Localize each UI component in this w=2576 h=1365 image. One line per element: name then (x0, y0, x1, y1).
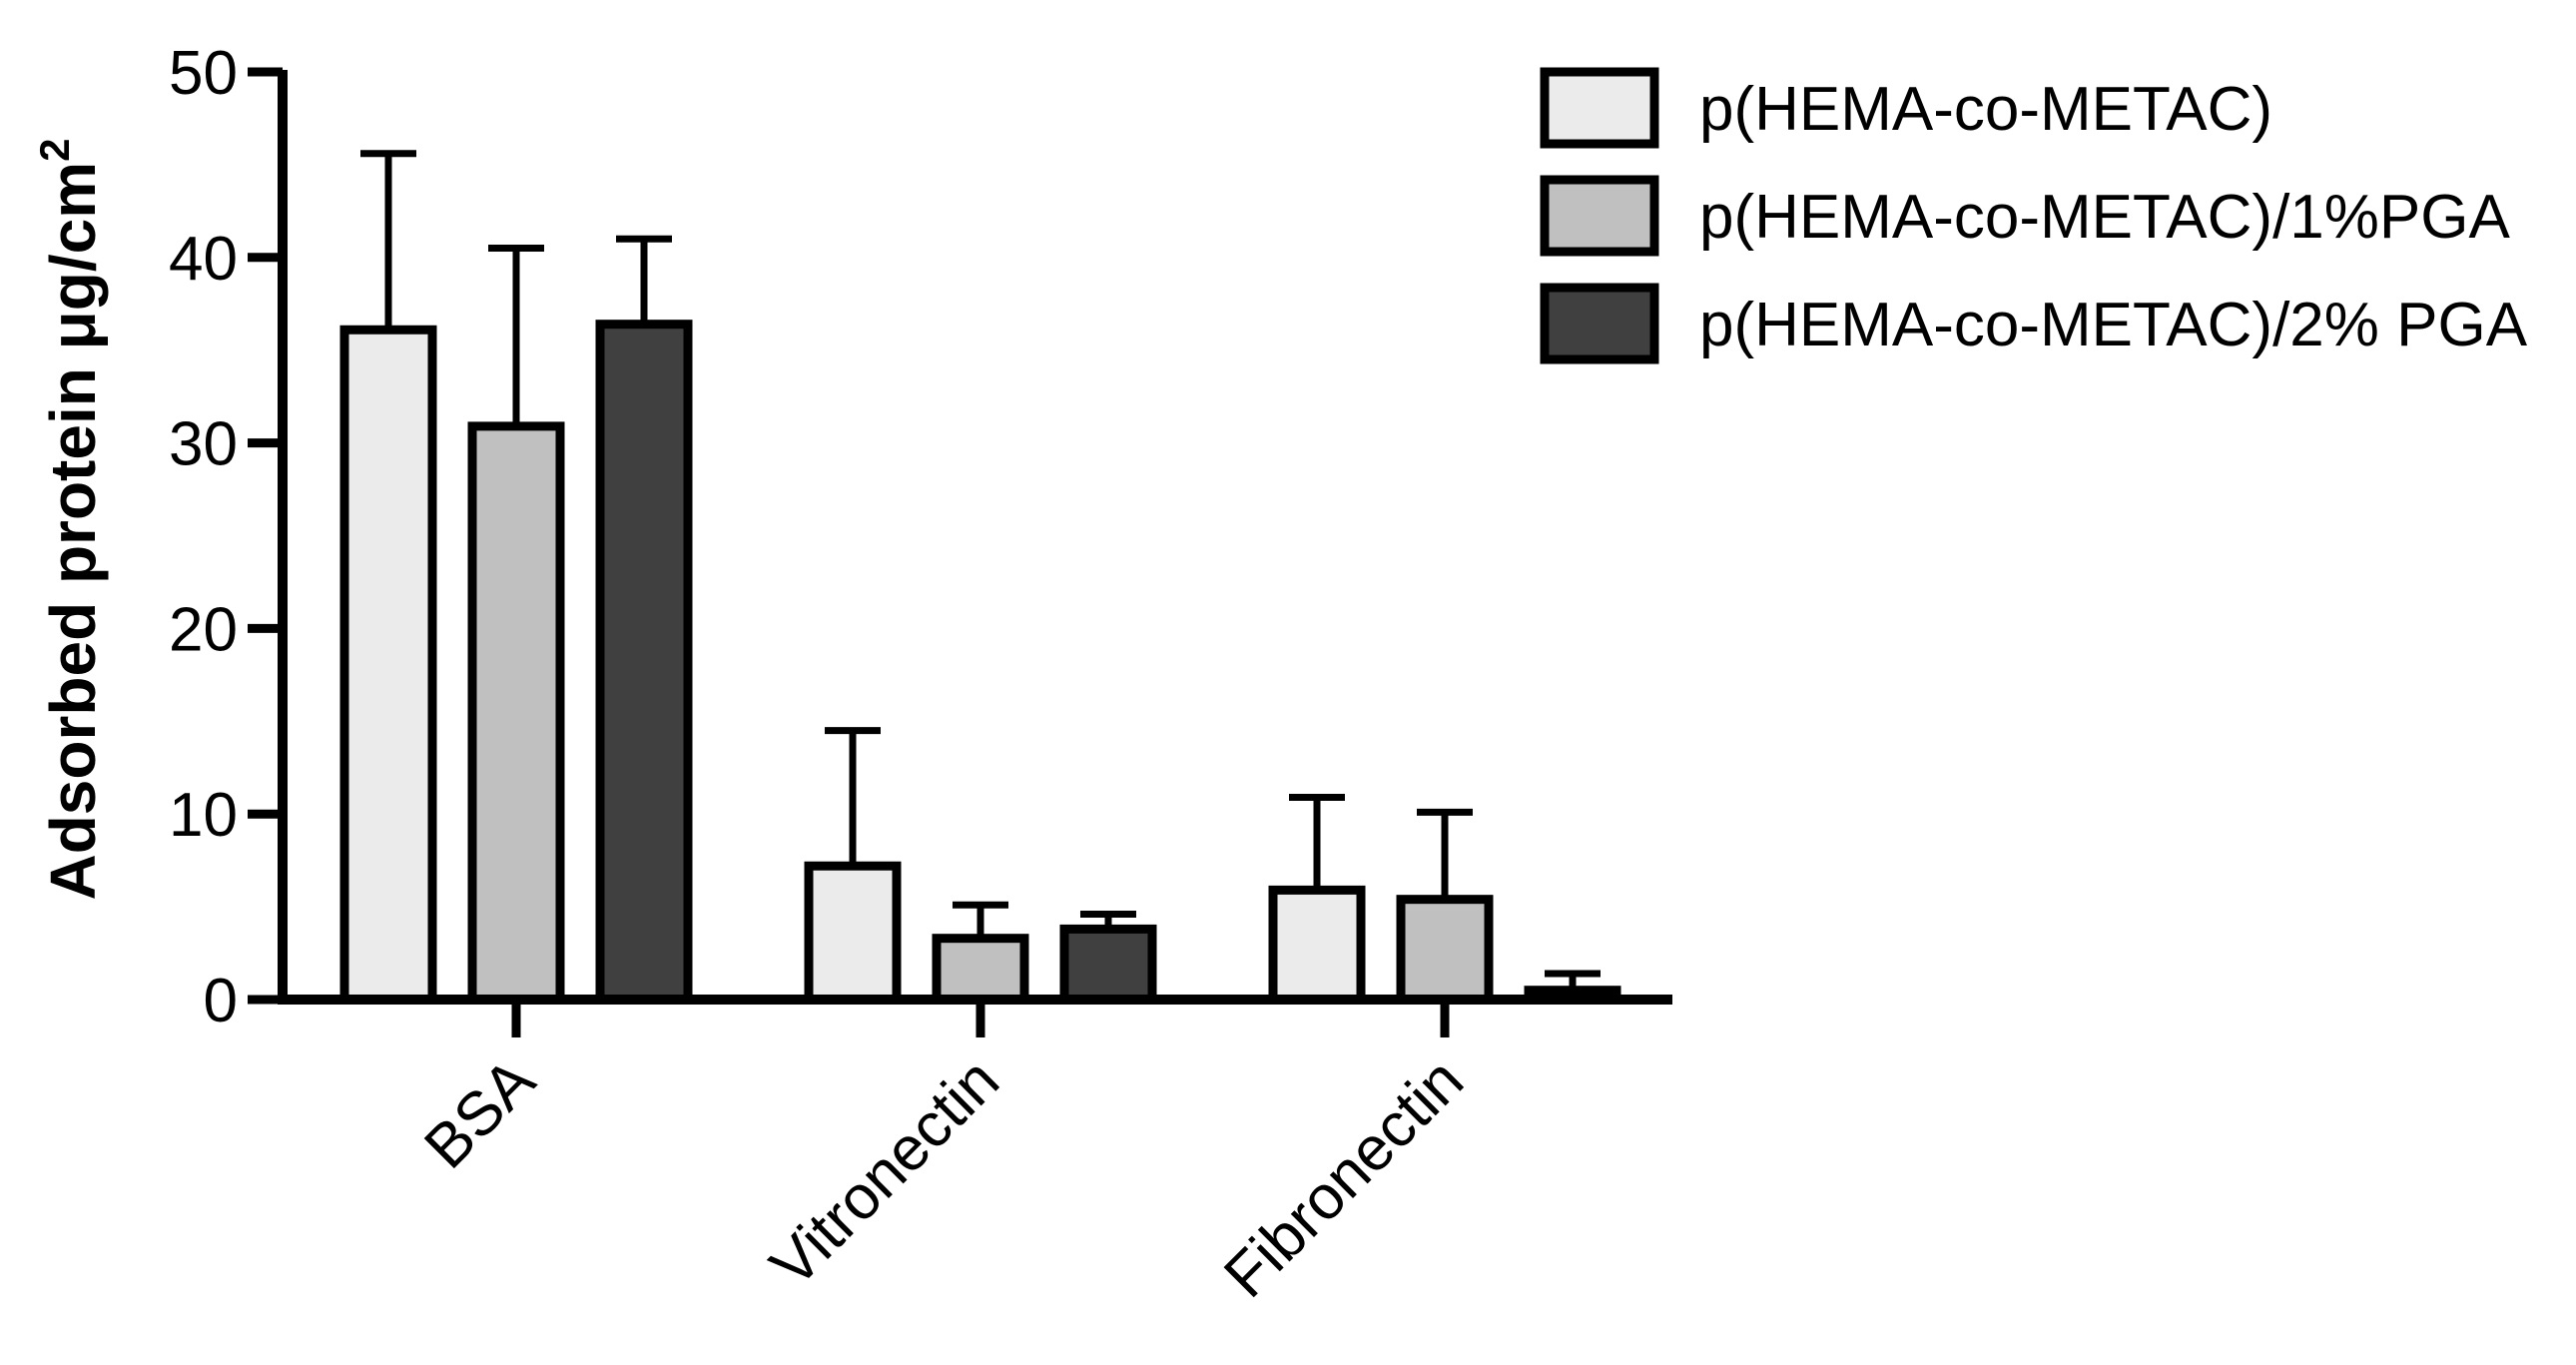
bar-1-2 (1059, 924, 1157, 1005)
legend-swatch-0 (1540, 67, 1659, 149)
y-tick-label: 50 (169, 39, 238, 108)
x-ticks: BSA Vitronectin Fibronectin (411, 1000, 1477, 1311)
legend-label-1: p(HEMA-co-METAC)/1%PGA (1699, 183, 2510, 252)
bar-0-0 (339, 325, 437, 1005)
bars (339, 320, 1621, 1005)
y-axis-title: Adsorbed protein μg/cm2 (31, 138, 109, 900)
legend: p(HEMA-co-METAC) p(HEMA-co-METAC)/1%PGA p(… (1540, 67, 2528, 364)
y-tick-label: 10 (169, 781, 238, 850)
bar-1-0 (804, 861, 902, 1005)
x-category-label: Fibronectin (1211, 1045, 1477, 1311)
y-tick-label: 20 (169, 595, 238, 664)
bar-1-1 (932, 934, 1029, 1005)
legend-swatch-1 (1540, 175, 1659, 257)
bar-2-0 (1268, 885, 1366, 1005)
x-category-label: BSA (411, 1045, 548, 1182)
legend-label-2: p(HEMA-co-METAC)/2% PGA (1699, 291, 2528, 359)
error-bars (360, 150, 1601, 991)
bar-0-1 (467, 421, 565, 1005)
y-tick-label: 40 (169, 225, 238, 294)
legend-swatch-2 (1540, 283, 1659, 364)
legend-label-0: p(HEMA-co-METAC) (1699, 75, 2272, 144)
bar-0-2 (595, 320, 693, 1005)
x-category-label: Vitronectin (758, 1045, 1012, 1300)
axes (278, 70, 1672, 1005)
y-tick-label: 0 (204, 967, 238, 1035)
bar-2-1 (1396, 895, 1494, 1005)
y-tick-label: 30 (169, 410, 238, 479)
y-ticks: 0 10 20 30 40 50 (169, 39, 283, 1035)
